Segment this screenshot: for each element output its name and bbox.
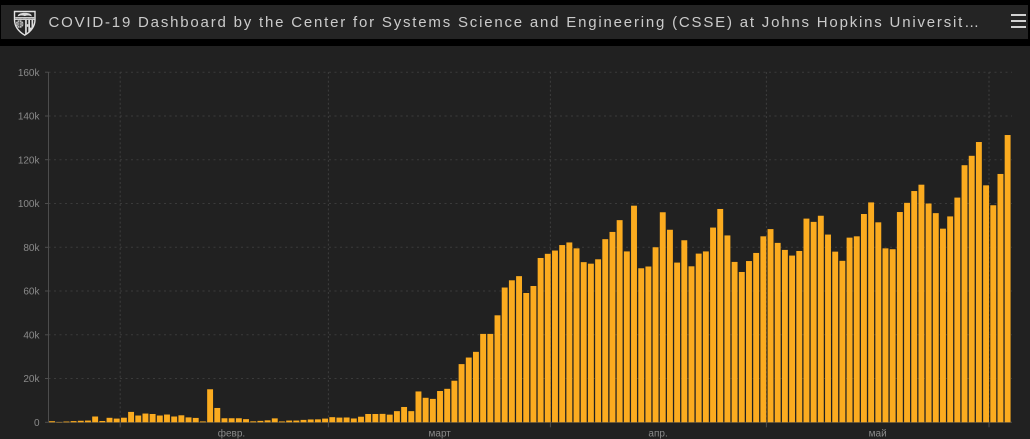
svg-text:март: март [429,429,452,439]
svg-text:60k: 60k [23,287,40,298]
svg-text:140k: 140k [18,112,41,123]
svg-text:февр.: февр. [218,428,245,439]
svg-text:160k: 160k [18,68,41,79]
svg-text:100k: 100k [18,199,41,210]
svg-text:80k: 80k [23,243,40,254]
svg-text:0: 0 [34,418,40,429]
svg-text:май: май [869,429,887,439]
svg-text:апр.: апр. [648,429,667,439]
svg-text:40k: 40k [23,330,40,341]
svg-text:120k: 120k [18,155,41,166]
svg-text:20k: 20k [23,374,40,385]
